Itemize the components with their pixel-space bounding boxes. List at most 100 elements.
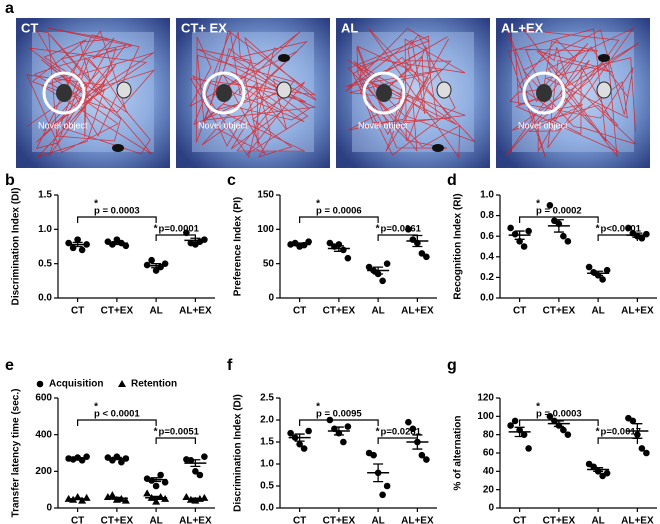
data-point: [383, 482, 391, 490]
y-tick-label: 1.5: [260, 437, 274, 448]
error-bar: [111, 456, 122, 461]
data-point: [520, 243, 528, 250]
x-tick-label: AL: [149, 306, 162, 317]
y-tick-label: 600: [35, 393, 52, 404]
rat: [598, 54, 610, 62]
significance-bracket: [377, 437, 418, 444]
p-value: p = 0.0006: [316, 206, 362, 217]
data-point: [300, 445, 308, 452]
data-point: [152, 267, 160, 274]
x-tick-label: AL: [591, 306, 604, 317]
x-tick-label: CT: [513, 516, 526, 524]
rat: [278, 54, 290, 62]
significance-bracket: [299, 419, 379, 426]
y-tick-label: 1.5: [38, 190, 52, 201]
x-tick-label: CT: [293, 516, 306, 524]
data-point: [196, 471, 204, 479]
panel-label: b: [5, 172, 15, 189]
data-point: [143, 489, 152, 497]
object: [116, 81, 132, 99]
legend-marker: [118, 380, 126, 387]
significance-bracket: [519, 419, 599, 426]
x-tick-label: AL+EX: [401, 516, 434, 524]
y-tick-label: 2.0: [260, 415, 274, 426]
x-tick-label: CT: [513, 306, 526, 317]
arena-photo: [176, 18, 330, 168]
data-point: [379, 491, 386, 499]
rat-track: [189, 30, 317, 158]
p-value: p<0.0001: [601, 224, 642, 235]
data-point: [148, 256, 155, 264]
data-point: [599, 276, 606, 283]
data-point: [108, 491, 117, 499]
data-point: [507, 224, 514, 232]
legend-marker: [36, 380, 44, 388]
error-bar: [151, 495, 162, 500]
novel-object-circle: [42, 71, 86, 115]
data-point: [643, 449, 650, 457]
error-bar: [111, 241, 122, 246]
y-tick-label: 0: [46, 503, 52, 514]
x-tick-label: AL: [371, 516, 384, 524]
image-title: AL+EX: [501, 20, 544, 35]
x-tick-label: CT: [293, 306, 306, 317]
y-tick-label: 1.0: [260, 459, 274, 470]
arena-photo: [16, 18, 170, 168]
error-bar: [553, 420, 564, 428]
panel-label: e: [5, 357, 14, 374]
panel-label: c: [227, 172, 236, 189]
object: [276, 81, 292, 99]
rat-track: [506, 27, 640, 158]
data-point: [78, 246, 86, 254]
y-axis-label: % of alternation: [453, 415, 464, 490]
panel-label: d: [447, 172, 457, 189]
error-bar: [373, 463, 384, 483]
y-tick-label: 2.5: [260, 393, 274, 404]
image-annotation: Novel object: [518, 120, 568, 130]
significance-bracket: [519, 216, 599, 223]
x-tick-label: AL+EX: [179, 306, 212, 317]
y-tick-label: 150: [257, 190, 274, 201]
data-point: [201, 453, 208, 460]
p-value: p=0.0001: [159, 224, 200, 235]
significance-star: *: [154, 427, 158, 438]
y-tick-label: 1.0: [38, 224, 52, 235]
data-point: [418, 451, 426, 459]
data-point: [370, 451, 377, 459]
data-point: [152, 497, 161, 505]
y-tick-label: 0.2: [480, 272, 494, 283]
data-point: [564, 431, 572, 438]
object: [596, 81, 612, 99]
error-bar: [553, 219, 564, 233]
data-point: [192, 468, 199, 475]
significance-star: *: [596, 224, 600, 235]
y-tick-label: 0.0: [38, 293, 52, 304]
data-point: [625, 224, 632, 232]
error-bar: [333, 245, 344, 252]
data-point: [69, 244, 77, 252]
significance-bracket: [77, 419, 157, 426]
panel-label: f: [227, 357, 233, 374]
data-point: [405, 418, 412, 426]
image-annotation: Novel object: [198, 120, 248, 130]
error-bar: [72, 241, 83, 248]
data-point: [379, 277, 386, 285]
y-axis-label: Recognition Index (RI): [453, 193, 464, 299]
p-value: p=0.0017: [601, 427, 641, 438]
significance-bracket: [377, 234, 418, 241]
data-point: [643, 230, 650, 238]
error-bar: [151, 477, 162, 483]
significance-star: *: [376, 427, 380, 438]
significance-star: *: [536, 402, 540, 413]
data-point: [423, 456, 430, 463]
significance-star: *: [596, 427, 600, 438]
data-point: [564, 238, 572, 245]
p-value: p=0.0281: [381, 427, 422, 438]
novel-object-circle: [202, 71, 246, 115]
p-value: p=0.0051: [159, 427, 200, 438]
error-bar: [190, 497, 201, 501]
data-point: [418, 250, 426, 257]
error-bar: [593, 270, 604, 276]
data-point: [405, 226, 412, 233]
